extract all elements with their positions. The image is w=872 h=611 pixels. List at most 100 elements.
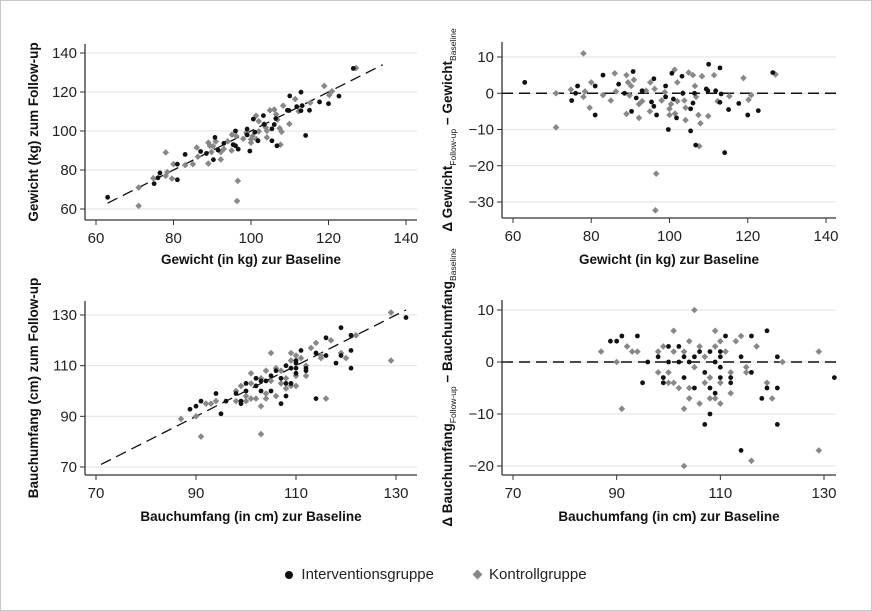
x-tick-label: 60 xyxy=(505,228,522,245)
control-point xyxy=(695,111,702,119)
control-point xyxy=(642,87,650,95)
intervention-point xyxy=(693,142,699,148)
intervention-point xyxy=(713,88,719,94)
control-point xyxy=(252,112,260,120)
intervention-point xyxy=(686,359,692,365)
intervention-point xyxy=(738,448,744,453)
control-point xyxy=(627,82,635,90)
control-point xyxy=(613,358,620,366)
control-point xyxy=(220,145,228,153)
x-tick-label: 70 xyxy=(88,485,105,502)
intervention-point xyxy=(702,422,708,427)
control-point xyxy=(342,354,350,362)
control-point xyxy=(742,363,750,371)
control-point xyxy=(233,197,241,205)
intervention-point xyxy=(213,391,219,396)
x-tick-label: 120 xyxy=(316,230,341,247)
y-tick-label: −30 xyxy=(469,194,494,211)
control-point xyxy=(624,79,632,86)
y-axis-title: Gewicht (kg) zum Follow-up xyxy=(26,42,41,221)
y-tick-label: 100 xyxy=(52,123,77,140)
intervention-point xyxy=(293,365,299,371)
identity-reference-line xyxy=(100,309,407,466)
control-point xyxy=(670,379,677,387)
intervention-point xyxy=(193,403,199,409)
intervention-point xyxy=(233,391,239,396)
control-point xyxy=(352,331,360,339)
intervention-point xyxy=(660,375,666,380)
intervention-point xyxy=(348,365,354,371)
intervention-point xyxy=(326,101,331,107)
intervention-point xyxy=(218,411,224,417)
control-point xyxy=(695,142,703,150)
control-point xyxy=(207,400,215,407)
intervention-point xyxy=(707,411,713,417)
control-point xyxy=(696,343,703,350)
control-point xyxy=(279,102,287,109)
control-point xyxy=(387,357,395,364)
intervention-point xyxy=(298,348,304,353)
intervention-point xyxy=(338,325,344,331)
intervention-point xyxy=(174,161,180,167)
intervention-point xyxy=(244,126,250,132)
intervention-point xyxy=(151,181,157,187)
intervention-point xyxy=(187,406,193,412)
control-point xyxy=(272,392,280,400)
control-point xyxy=(660,343,667,350)
intervention-point xyxy=(303,368,309,374)
control-point xyxy=(680,462,688,470)
control-point xyxy=(325,91,333,99)
x-tick-label: 90 xyxy=(188,485,205,502)
intervention-point xyxy=(608,338,613,344)
intervention-point xyxy=(286,108,292,113)
intervention-point xyxy=(243,381,249,386)
control-point xyxy=(252,395,260,402)
control-point xyxy=(706,374,714,381)
control-point xyxy=(277,367,285,375)
control-point xyxy=(651,85,658,93)
control-point xyxy=(267,349,275,357)
panel-1: 60 80 100 120 140 60 80 100 120 140 Gewicht (in kg… xyxy=(26,42,419,267)
black-circle-marker-icon xyxy=(285,570,294,579)
intervention-point xyxy=(293,360,299,366)
intervention-point xyxy=(718,91,724,97)
control-point xyxy=(722,348,729,355)
control-point xyxy=(262,124,270,131)
control-point xyxy=(202,400,210,407)
intervention-point xyxy=(575,83,580,89)
intervention-point xyxy=(728,375,734,380)
control-point xyxy=(194,153,202,161)
intervention-point xyxy=(278,375,284,381)
control-point xyxy=(711,395,719,402)
intervention-point xyxy=(690,100,696,106)
control-point xyxy=(779,358,786,366)
x-axis-title: Gewicht (in kg) zur Baseline xyxy=(579,252,760,267)
intervention-point xyxy=(283,363,289,369)
intervention-point xyxy=(317,99,322,105)
control-point xyxy=(647,79,654,86)
intervention-point xyxy=(288,365,294,371)
control-point xyxy=(262,390,270,397)
intervention-point xyxy=(600,72,606,78)
control-point xyxy=(282,385,290,392)
intervention-point xyxy=(268,388,274,394)
control-point xyxy=(667,100,675,108)
intervention-point xyxy=(174,177,180,183)
control-point xyxy=(170,160,177,168)
intervention-point xyxy=(764,328,770,334)
intervention-point xyxy=(630,69,636,74)
intervention-point xyxy=(717,364,723,370)
control-point xyxy=(665,369,672,376)
x-tick-label: 130 xyxy=(383,485,408,502)
intervention-point xyxy=(333,360,339,366)
intervention-point xyxy=(639,88,645,94)
control-point xyxy=(278,128,285,136)
intervention-point xyxy=(212,135,218,140)
intervention-point xyxy=(723,333,728,339)
intervention-point xyxy=(616,81,622,87)
intervention-point xyxy=(640,380,645,386)
control-point xyxy=(257,430,265,438)
intervention-point xyxy=(671,96,676,102)
intervention-point xyxy=(298,89,304,95)
control-point xyxy=(597,348,605,355)
